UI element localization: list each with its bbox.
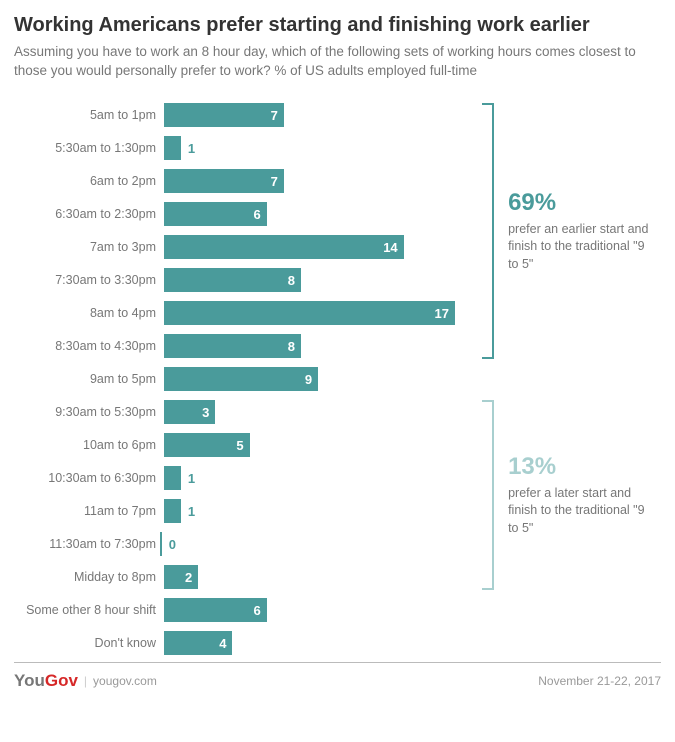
bar-label: 6:30am to 2:30pm: [14, 207, 164, 221]
date: November 21-22, 2017: [538, 674, 661, 688]
footer: YouGov | yougov.com November 21-22, 2017: [14, 671, 661, 691]
callout: 13% prefer a later start and finish to th…: [508, 453, 658, 538]
bar-value: 8: [288, 273, 295, 288]
bar-label: 5:30am to 1:30pm: [14, 141, 164, 155]
bar: 2: [164, 565, 198, 589]
bar-value: 7: [271, 108, 278, 123]
bar-value: 14: [383, 240, 397, 255]
bar: 7: [164, 103, 284, 127]
bar-label: Midday to 8pm: [14, 570, 164, 584]
bar-label: 9:30am to 5:30pm: [14, 405, 164, 419]
bar-label: 6am to 2pm: [14, 174, 164, 188]
bar-value: 6: [253, 207, 260, 222]
callout: 69% prefer an earlier start and finish to…: [508, 189, 658, 274]
bar: 17: [164, 301, 455, 325]
bar-value: 2: [185, 570, 192, 585]
bar-value: 5: [236, 438, 243, 453]
bar: 6: [164, 202, 267, 226]
bar: 8: [164, 334, 301, 358]
bar: 7: [164, 169, 284, 193]
bar-value: 17: [435, 306, 449, 321]
bar: 9: [164, 367, 318, 391]
chart-title: Working Americans prefer starting and fi…: [14, 14, 661, 37]
bar-value: 9: [305, 372, 312, 387]
bar: 6: [164, 598, 267, 622]
bar-value: 7: [271, 174, 278, 189]
divider: [14, 662, 661, 663]
bar: 4: [164, 631, 232, 655]
chart-subtitle: Assuming you have to work an 8 hour day,…: [14, 43, 661, 81]
callout-pct: 13%: [508, 453, 658, 481]
bar-label: Don't know: [14, 636, 164, 650]
bar: 1: [164, 136, 181, 160]
bar-row: 5am to 1pm 7: [14, 99, 661, 132]
callout-pct: 69%: [508, 189, 658, 217]
bar: 14: [164, 235, 404, 259]
bar: 5: [164, 433, 250, 457]
bar-label: 5am to 1pm: [14, 108, 164, 122]
source-url: yougov.com: [93, 674, 157, 688]
bar-label: 11am to 7pm: [14, 504, 164, 518]
bar: 1: [164, 466, 181, 490]
bar-label: 8am to 4pm: [14, 306, 164, 320]
bar: 0: [160, 532, 162, 556]
bracket: [482, 400, 494, 590]
bar: 1: [164, 499, 181, 523]
bar-row: 8:30am to 4:30pm 8: [14, 330, 661, 363]
bar-value: 6: [253, 603, 260, 618]
bar-value: 4: [219, 636, 226, 651]
bar-value: 1: [188, 141, 195, 156]
bar: 8: [164, 268, 301, 292]
bar-row: 5:30am to 1:30pm1: [14, 132, 661, 165]
callout-text: prefer an earlier start and finish to th…: [508, 221, 658, 274]
bar-value: 1: [188, 504, 195, 519]
bar: 3: [164, 400, 215, 424]
bar-label: 10am to 6pm: [14, 438, 164, 452]
bar-label: Some other 8 hour shift: [14, 603, 164, 617]
callout-text: prefer a later start and finish to the t…: [508, 485, 658, 538]
logo: YouGov | yougov.com: [14, 671, 157, 691]
chart-area: 5am to 1pm75:30am to 1:30pm16am to 2pm76…: [14, 99, 661, 659]
bar-label: 7am to 3pm: [14, 240, 164, 254]
bar-value: 8: [288, 339, 295, 354]
bar-value: 0: [169, 537, 176, 552]
bar-value: 1: [188, 471, 195, 486]
bar-label: 7:30am to 3:30pm: [14, 273, 164, 287]
bar-row: 9am to 5pm 9: [14, 363, 661, 396]
bar-row: 9:30am to 5:30pm 3: [14, 396, 661, 429]
bar-label: 8:30am to 4:30pm: [14, 339, 164, 353]
bar-value: 3: [202, 405, 209, 420]
bar-label: 10:30am to 6:30pm: [14, 471, 164, 485]
bracket: [482, 103, 494, 359]
bar-label: 11:30am to 7:30pm: [14, 537, 164, 551]
bar-label: 9am to 5pm: [14, 372, 164, 386]
bar-row: Don't know 4: [14, 627, 661, 660]
bar-row: 8am to 4pm 17: [14, 297, 661, 330]
bar-row: Some other 8 hour shift 6: [14, 594, 661, 627]
bar-row: Midday to 8pm 2: [14, 561, 661, 594]
